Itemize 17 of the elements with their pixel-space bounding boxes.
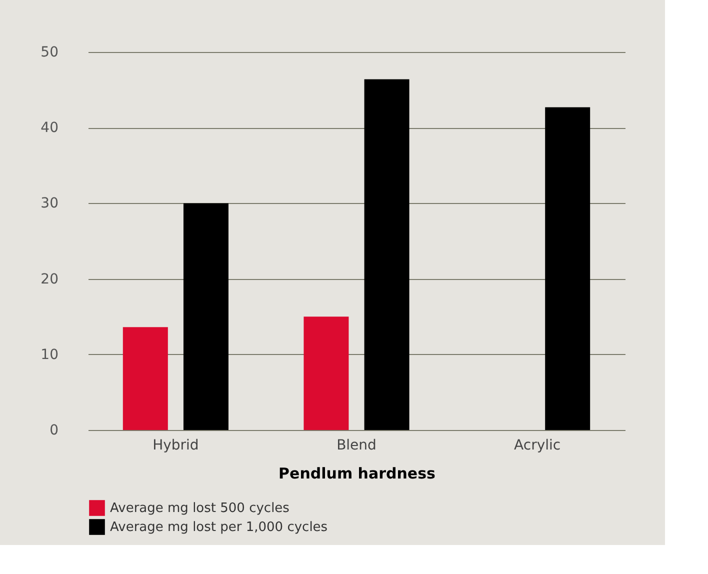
bar xyxy=(545,107,590,430)
bar xyxy=(183,203,228,430)
bar xyxy=(364,79,410,430)
x-axis-title: Pendlum hardness xyxy=(278,464,436,482)
x-tick-label: Hybrid xyxy=(152,438,199,454)
legend-label: Average mg lost 500 cycles xyxy=(110,501,290,516)
legend-label: Average mg lost per 1,000 cycles xyxy=(110,520,328,535)
bar xyxy=(304,316,349,430)
y-tick-label: 10 xyxy=(40,346,58,363)
y-tick-label: 50 xyxy=(40,44,58,60)
x-tick-label: Acrylic xyxy=(514,438,561,454)
y-tick-label: 30 xyxy=(40,196,58,212)
y-tick-label: 20 xyxy=(40,271,58,288)
x-tick-label: Blend xyxy=(336,438,376,454)
y-tick-label: 0 xyxy=(50,422,58,438)
bar xyxy=(122,327,168,430)
y-tick-label: 40 xyxy=(40,120,58,136)
